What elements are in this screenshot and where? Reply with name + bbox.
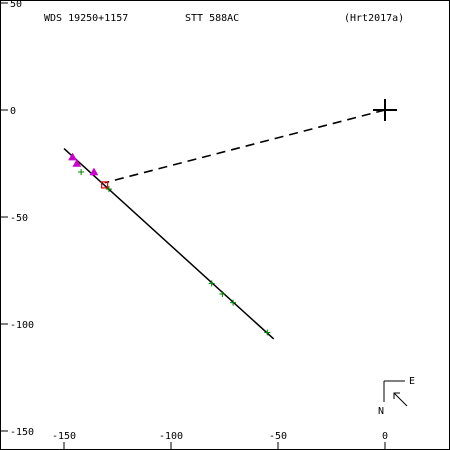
- plus-point: [105, 186, 112, 193]
- points-layer: [68, 152, 271, 336]
- triangle-point: [68, 152, 77, 161]
- plus-point: [78, 169, 85, 176]
- y-tick-label: 0: [10, 106, 16, 117]
- compass-arrow-head: [393, 392, 400, 399]
- dashed-line: [104, 109, 386, 184]
- x-tick-label: -150: [52, 431, 76, 442]
- axis-ticks: -150 -100 -50 0 50 0 -50 -100 -150: [1, 0, 388, 449]
- markers-layer: [101, 99, 397, 189]
- triangle-point: [72, 158, 82, 167]
- x-tick-label: 0: [382, 431, 388, 442]
- triangle-point: [89, 167, 99, 176]
- compass-north-label: N: [378, 406, 384, 417]
- primary-star-marker: [373, 99, 397, 121]
- compass-east-label: E: [409, 376, 415, 387]
- compass: E N: [378, 376, 415, 417]
- header-system-id: WDS 19250+1157: [44, 13, 128, 24]
- plus-point: [230, 299, 237, 306]
- x-tick-label: -100: [159, 431, 183, 442]
- y-tick-label: -100: [10, 320, 34, 331]
- header-pair-name: STT 588AC: [185, 13, 239, 24]
- y-tick-label: 50: [10, 0, 22, 10]
- plus-point: [208, 280, 215, 287]
- y-tick-label: -50: [10, 213, 28, 224]
- fit-line: [63, 147, 275, 340]
- residual-square-marker: [101, 181, 109, 189]
- header-reference: (Hrt2017a): [344, 13, 404, 24]
- compass-motion-arrow: [393, 392, 408, 407]
- y-tick-label: -150: [10, 427, 34, 438]
- dashed-line-layer: [104, 109, 386, 184]
- plus-point: [264, 329, 271, 336]
- fit-line-layer: [63, 147, 275, 340]
- plus-point: [219, 291, 226, 298]
- x-tick-label: -50: [269, 431, 287, 442]
